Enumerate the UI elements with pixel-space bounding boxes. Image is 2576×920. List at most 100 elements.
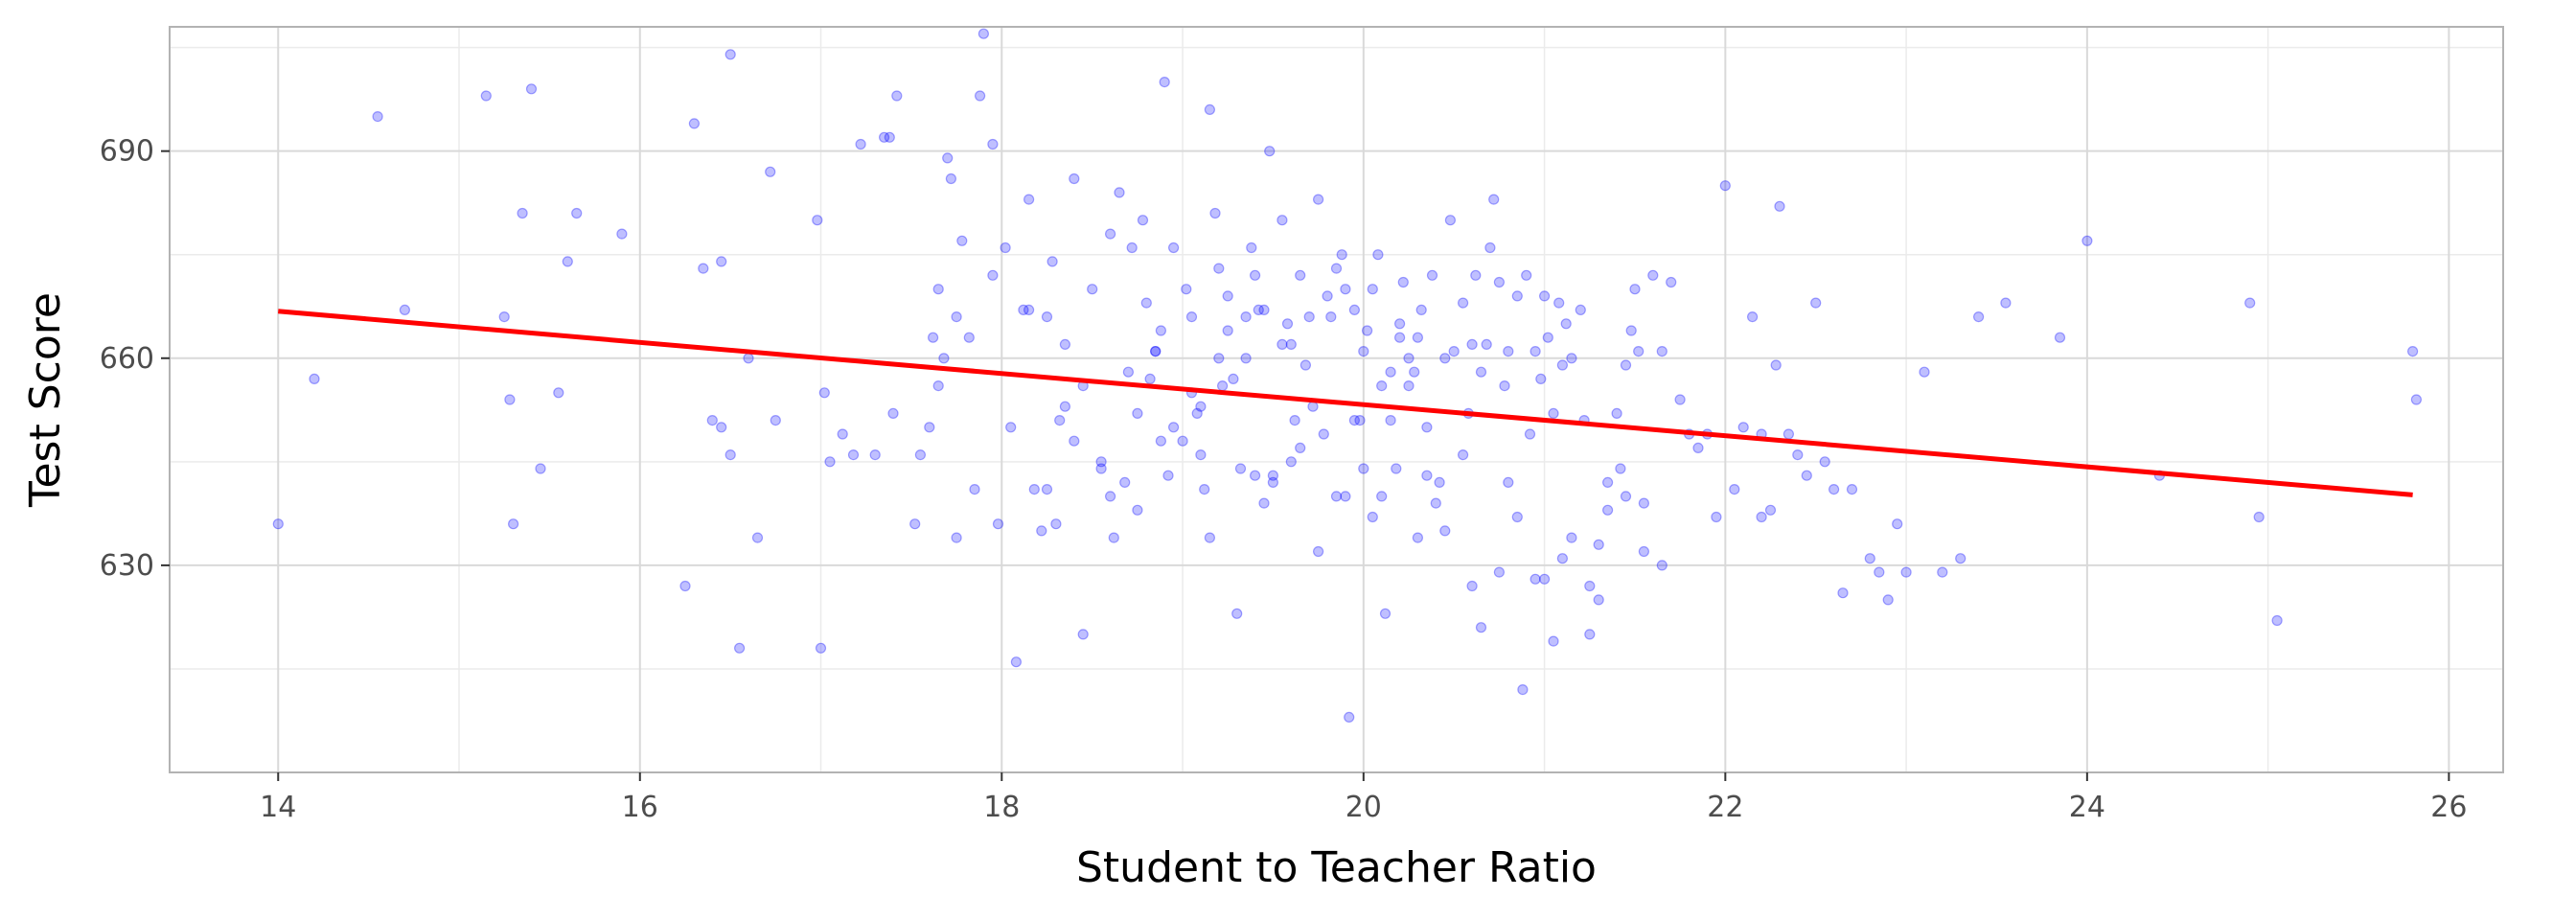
data-point (1358, 463, 1369, 474)
data-point (1231, 608, 1243, 619)
data-point (1144, 373, 1156, 384)
x-tick-label: 26 (2430, 791, 2467, 824)
data-point (1466, 580, 1478, 592)
data-point (1132, 504, 1143, 516)
data-point (1774, 200, 1785, 212)
data-point (1620, 491, 1632, 502)
data-point (1340, 491, 1351, 502)
data-point (1307, 401, 1319, 412)
data-point (932, 284, 944, 295)
data-point (1566, 353, 1577, 364)
data-point (1126, 242, 1138, 254)
data-point (399, 304, 410, 315)
data-point (1530, 346, 1541, 357)
data-point (824, 456, 836, 468)
data-point (2244, 297, 2256, 309)
data-point (932, 380, 944, 392)
data-point (1159, 76, 1170, 88)
data-point (1919, 366, 1930, 378)
data-point (1792, 449, 1804, 461)
data-point (553, 387, 564, 399)
data-point (812, 215, 823, 226)
data-point (1162, 470, 1174, 481)
data-point (1538, 290, 1551, 302)
data-point (1095, 463, 1107, 474)
data-point (1633, 346, 1644, 357)
data-point (1367, 284, 1378, 295)
data-points (272, 28, 2422, 724)
data-point (1167, 242, 1180, 254)
data-point (1488, 194, 1500, 205)
x-tick-label: 14 (260, 791, 296, 824)
data-point (963, 332, 975, 343)
data-point (679, 580, 691, 592)
fit-line (278, 309, 2413, 497)
data-point (1069, 172, 1080, 185)
data-point (1656, 560, 1668, 571)
data-point (1276, 215, 1288, 226)
data-point (1530, 573, 1541, 585)
data-point (1041, 311, 1053, 323)
data-point (1258, 304, 1270, 315)
data-point (1584, 629, 1596, 640)
data-point (1249, 470, 1261, 481)
data-point (942, 152, 954, 164)
data-point (1737, 422, 1749, 433)
data-point (987, 269, 999, 281)
data-point (1615, 463, 1626, 474)
data-point (716, 422, 727, 433)
data-point (1756, 511, 1767, 523)
data-point (1439, 525, 1451, 537)
data-point (1511, 511, 1523, 523)
y-axis-title: Test Score (21, 292, 70, 508)
data-point (1108, 532, 1119, 543)
data-point (884, 131, 895, 143)
data-point (1258, 497, 1270, 509)
data-point (1666, 276, 1677, 288)
data-point (1300, 359, 1312, 371)
data-point (1240, 311, 1252, 323)
data-point (770, 415, 781, 426)
data-point (1535, 373, 1547, 384)
data-point (1246, 242, 1257, 254)
data-point (1010, 656, 1023, 668)
data-point (1493, 566, 1506, 578)
data-point (1837, 587, 1849, 599)
data-point (1023, 304, 1035, 315)
data-point (1444, 215, 1457, 226)
data-point (1228, 373, 1239, 384)
data-point (1104, 491, 1116, 502)
data-point (1770, 359, 1782, 371)
data-point (1249, 269, 1261, 281)
data-point (751, 532, 764, 543)
data-point (1548, 635, 1559, 647)
data-point (688, 118, 701, 129)
data-point (1542, 332, 1553, 343)
data-point (924, 422, 935, 433)
data-point (1000, 242, 1011, 254)
y-tick-label: 630 (100, 549, 154, 583)
data-point (1372, 249, 1384, 261)
data-point (1330, 263, 1343, 274)
data-point (1782, 428, 1795, 440)
data-point (1087, 284, 1098, 295)
data-point (1434, 476, 1445, 488)
data-point (743, 353, 754, 364)
data-point (951, 311, 962, 323)
data-point (1285, 456, 1297, 468)
data-point (1764, 504, 1777, 516)
data-point (1828, 484, 1840, 495)
data-point (498, 311, 510, 323)
data-point (1421, 422, 1433, 433)
data-point (1517, 683, 1529, 696)
data-point (1137, 215, 1149, 226)
data-point (1448, 346, 1460, 357)
data-point (1393, 318, 1406, 330)
data-point (507, 518, 519, 530)
data-point (1584, 580, 1596, 592)
data-point (2082, 235, 2093, 246)
data-point (535, 463, 546, 474)
data-point (1620, 359, 1632, 371)
data-point (504, 394, 516, 405)
data-point (1185, 311, 1198, 323)
